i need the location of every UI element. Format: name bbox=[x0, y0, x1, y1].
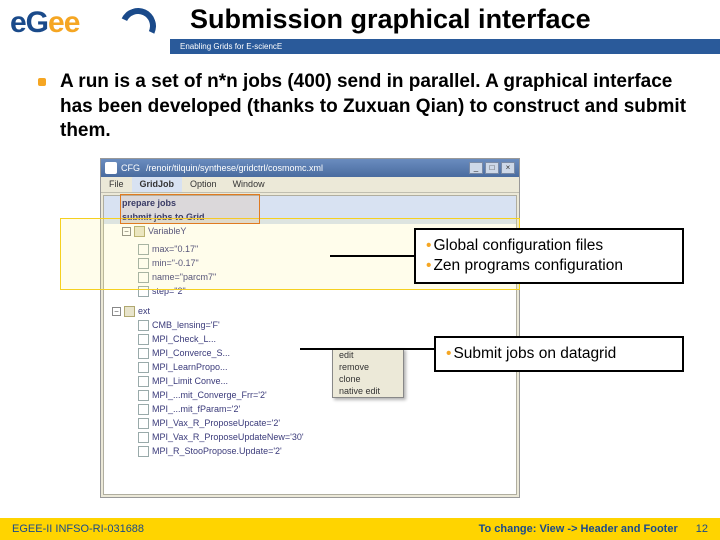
bullet-icon bbox=[38, 78, 46, 86]
ctx-edit[interactable]: edit bbox=[333, 349, 403, 361]
menu-gridjob[interactable]: GridJob bbox=[132, 177, 183, 192]
tree-item[interactable]: MPI_R_StooPropose.Update='2' bbox=[104, 444, 516, 458]
slide-header: eGee Submission graphical interface Enab… bbox=[0, 0, 720, 56]
slide-footer: EGEE-II INFSO-RI-031688 To change: View … bbox=[0, 518, 720, 540]
tree-item[interactable]: MPI_...mit_fParam='2' bbox=[104, 402, 516, 416]
file-icon bbox=[138, 390, 149, 401]
file-icon bbox=[138, 418, 149, 429]
ctx-native-edit[interactable]: native edit bbox=[333, 385, 403, 397]
tree-item[interactable]: MPI_...mit_Converge_Frr='2' bbox=[104, 388, 516, 402]
logo-arc-icon bbox=[115, 3, 161, 49]
app-menubar: File GridJob Option Window bbox=[101, 177, 519, 193]
file-icon bbox=[138, 376, 149, 387]
file-icon bbox=[138, 432, 149, 443]
footer-right: To change: View -> Header and Footer bbox=[479, 523, 678, 535]
page-number: 12 bbox=[696, 523, 708, 535]
file-icon bbox=[138, 446, 149, 457]
close-button[interactable]: × bbox=[501, 162, 515, 174]
ctx-remove[interactable]: remove bbox=[333, 361, 403, 373]
menu-window[interactable]: Window bbox=[225, 177, 273, 192]
file-icon bbox=[138, 348, 149, 359]
highlight-box-orange bbox=[120, 194, 260, 224]
context-menu: edit remove clone native edit bbox=[332, 348, 404, 398]
bullet-text: A run is a set of n*n jobs (400) send in… bbox=[60, 70, 692, 144]
app-title-prefix: CFG bbox=[121, 163, 140, 173]
slide-subtitle: Enabling Grids for E-sciencE bbox=[170, 39, 720, 54]
content-body: A run is a set of n*n jobs (400) send in… bbox=[0, 56, 720, 144]
menu-file[interactable]: File bbox=[101, 177, 132, 192]
file-icon bbox=[138, 320, 149, 331]
app-title-path: /renoir/tilquin/synthese/gridctrl/cosmom… bbox=[146, 163, 323, 173]
ctx-clone[interactable]: clone bbox=[333, 373, 403, 385]
logo-text-eg: eGee bbox=[10, 6, 79, 39]
file-icon bbox=[138, 362, 149, 373]
minimize-button[interactable]: _ bbox=[469, 162, 483, 174]
slide-title: Submission graphical interface bbox=[170, 4, 720, 35]
footer-left: EGEE-II INFSO-RI-031688 bbox=[12, 523, 144, 535]
folder-icon bbox=[124, 306, 135, 317]
connector-line bbox=[300, 348, 434, 350]
window-buttons: _ □ × bbox=[469, 162, 515, 174]
menu-option[interactable]: Option bbox=[182, 177, 225, 192]
callout-submit: •Submit jobs on datagrid bbox=[434, 336, 684, 372]
tree-item[interactable]: MPI_Vax_R_ProposeUpcate='2' bbox=[104, 416, 516, 430]
tree-item[interactable]: CMB_lensing='F' bbox=[104, 318, 516, 332]
file-icon bbox=[138, 404, 149, 415]
file-icon bbox=[138, 334, 149, 345]
app-icon bbox=[105, 162, 117, 174]
tree-node[interactable]: −ext bbox=[104, 304, 516, 318]
app-screenshot: CFG /renoir/tilquin/synthese/gridctrl/co… bbox=[100, 158, 520, 498]
logo: eGee bbox=[0, 0, 170, 56]
callout-config: •Global configuration files •Zen program… bbox=[414, 228, 684, 284]
tree-item[interactable]: MPI_Limit Conve... bbox=[104, 374, 516, 388]
connector-line bbox=[330, 255, 414, 257]
app-titlebar[interactable]: CFG /renoir/tilquin/synthese/gridctrl/co… bbox=[101, 159, 519, 177]
maximize-button[interactable]: □ bbox=[485, 162, 499, 174]
tree-item[interactable]: MPI_Vax_R_ProposeUpdateNew='30' bbox=[104, 430, 516, 444]
